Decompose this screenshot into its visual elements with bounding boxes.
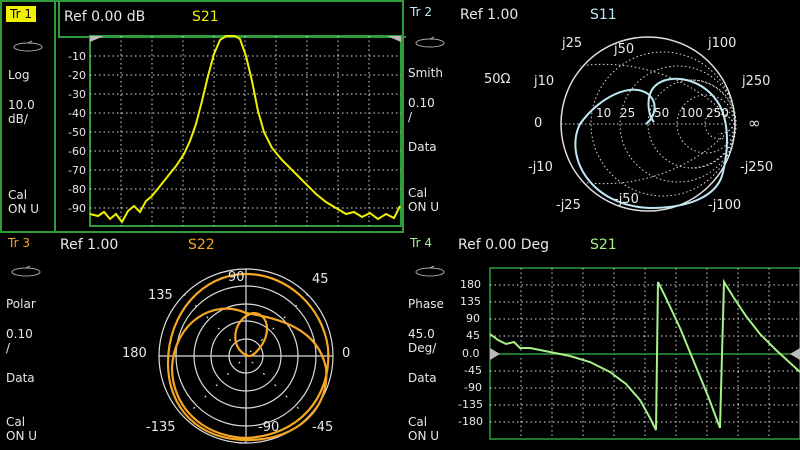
label: -135 bbox=[146, 420, 176, 435]
scale-unit: Deg/ bbox=[408, 341, 437, 355]
label: j25 bbox=[562, 36, 583, 51]
ytick: -80 bbox=[68, 183, 86, 196]
parameter-label: S21 bbox=[192, 9, 219, 25]
scale-value[interactable]: 0.10 bbox=[6, 327, 33, 341]
label: 0 bbox=[534, 116, 543, 131]
cal-status: ON U bbox=[6, 429, 38, 443]
cal-label: Cal bbox=[408, 186, 428, 200]
sweep-icon[interactable] bbox=[412, 36, 448, 50]
label: 0 bbox=[342, 346, 351, 361]
format-label[interactable]: Polar bbox=[6, 297, 36, 311]
cal-label: Cal bbox=[6, 415, 26, 429]
label: -45 bbox=[312, 420, 334, 435]
label: 45 bbox=[312, 272, 329, 287]
sweep-icon[interactable] bbox=[8, 265, 44, 279]
cal-status: ON U bbox=[408, 429, 440, 443]
label: -j250 bbox=[740, 160, 774, 175]
scale-unit: dB/ bbox=[8, 112, 28, 126]
polar-chart bbox=[158, 268, 334, 444]
parameter-label: S22 bbox=[188, 237, 215, 253]
ytick: 0.0 bbox=[462, 347, 480, 360]
label: -j10 bbox=[528, 160, 553, 175]
label: 250 bbox=[706, 106, 729, 120]
ytick: -30 bbox=[68, 88, 86, 101]
trace-4-graticule bbox=[489, 267, 800, 440]
trace-window-4[interactable]: Tr 4 Ref 0.00 Deg S21 Phase 45.0 Deg/ Da… bbox=[404, 233, 800, 450]
ytick: -60 bbox=[68, 145, 86, 158]
ref-level: Ref 1.00 bbox=[460, 7, 519, 23]
ytick: -45 bbox=[464, 364, 482, 377]
label: 10 bbox=[596, 106, 612, 120]
ytick: -90 bbox=[464, 381, 482, 394]
ytick: -90 bbox=[68, 202, 86, 215]
parameter-label: S11 bbox=[590, 7, 617, 23]
label: 25 bbox=[620, 106, 636, 120]
ytick: -50 bbox=[68, 126, 86, 139]
label: j50 bbox=[614, 42, 635, 57]
cal-label: Cal bbox=[408, 415, 428, 429]
ytick: 45 bbox=[466, 329, 480, 342]
data-label: Data bbox=[408, 371, 437, 385]
label: j10 bbox=[534, 74, 555, 89]
label: 180 bbox=[122, 346, 147, 361]
ytick: -10 bbox=[68, 50, 86, 63]
trace-window-3[interactable]: Tr 3 Ref 1.00 S22 Polar 0.10 / Data Cal … bbox=[0, 233, 404, 450]
scale-unit: / bbox=[6, 341, 11, 355]
scale-value[interactable]: 0.10 bbox=[408, 96, 435, 110]
trace-2-label[interactable]: Tr 2 bbox=[410, 5, 432, 19]
label: 100 bbox=[680, 106, 703, 120]
ytick: -135 bbox=[458, 398, 483, 411]
format-label[interactable]: Log bbox=[8, 68, 30, 82]
divider bbox=[54, 2, 56, 233]
label: -j50 bbox=[614, 192, 639, 207]
ytick: 180 bbox=[460, 278, 481, 291]
ref-level: Ref 0.00 dB bbox=[64, 9, 146, 25]
label: -90 bbox=[258, 420, 280, 435]
trace-window-1[interactable]: Tr 1 Ref 0.00 dB S21 Log 10.0 dB/ Cal ON… bbox=[0, 0, 406, 233]
trace-1-graticule bbox=[89, 35, 402, 227]
label: -j25 bbox=[556, 198, 581, 213]
trace-4-label[interactable]: Tr 4 bbox=[410, 236, 432, 250]
impedance-label: 50Ω bbox=[484, 72, 511, 87]
ytick: 90 bbox=[466, 312, 480, 325]
label: -j100 bbox=[708, 198, 742, 213]
format-label[interactable]: Smith bbox=[408, 66, 443, 80]
trace-3-label[interactable]: Tr 3 bbox=[8, 236, 30, 250]
scale-value[interactable]: 10.0 bbox=[8, 98, 35, 112]
ytick: -180 bbox=[458, 415, 483, 428]
data-label: Data bbox=[6, 371, 35, 385]
cal-label: Cal bbox=[8, 188, 28, 202]
ytick: -40 bbox=[68, 107, 86, 120]
label: 90 bbox=[228, 270, 245, 285]
ref-level: Ref 0.00 Deg bbox=[458, 237, 549, 253]
format-label[interactable]: Phase bbox=[408, 297, 444, 311]
sweep-icon[interactable] bbox=[10, 40, 46, 54]
label: j100 bbox=[708, 36, 737, 51]
label: ∞ bbox=[748, 114, 761, 132]
data-label: Data bbox=[408, 140, 437, 154]
label: 135 bbox=[148, 288, 173, 303]
scale-unit: / bbox=[408, 110, 413, 124]
smith-chart bbox=[560, 36, 737, 212]
ytick: -70 bbox=[68, 164, 86, 177]
cal-status: ON U bbox=[8, 202, 40, 216]
trace-window-2[interactable]: Tr 2 Ref 1.00 S11 Smith 0.10 / Data Cal … bbox=[404, 0, 800, 232]
label: j250 bbox=[742, 74, 771, 89]
scale-value[interactable]: 45.0 bbox=[408, 327, 435, 341]
trace-1-label[interactable]: Tr 1 bbox=[6, 6, 36, 22]
ytick: -20 bbox=[68, 69, 86, 82]
label: 50 bbox=[654, 106, 670, 120]
cal-status: ON U bbox=[408, 200, 440, 214]
ref-level: Ref 1.00 bbox=[60, 237, 119, 253]
sweep-icon[interactable] bbox=[412, 265, 448, 279]
ytick: 135 bbox=[460, 295, 481, 308]
parameter-label: S21 bbox=[590, 237, 617, 253]
